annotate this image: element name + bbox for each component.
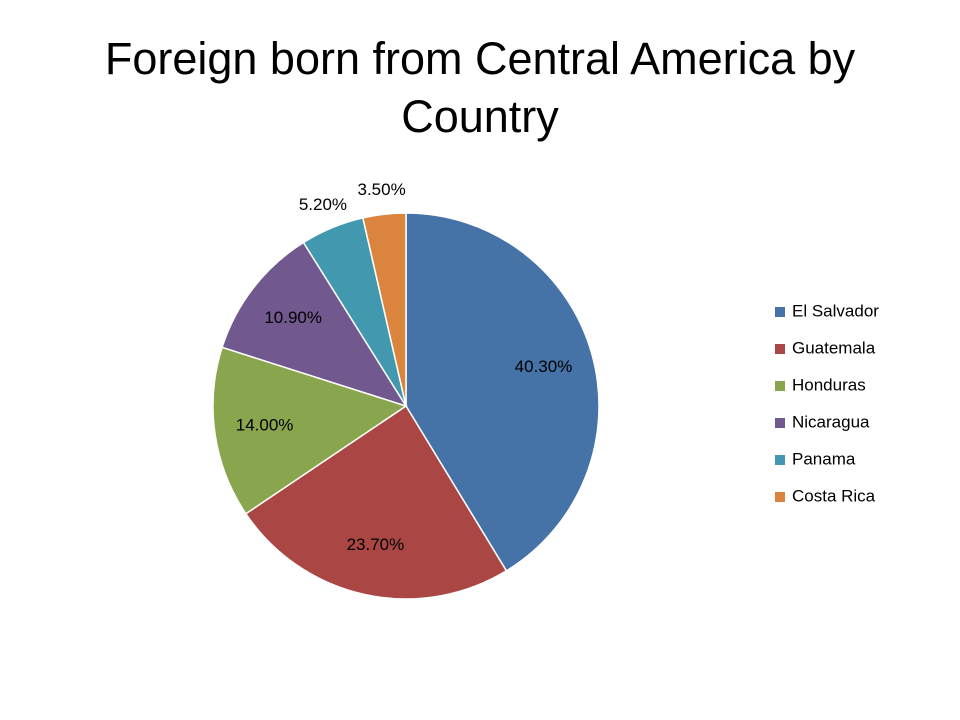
data-label: 23.70% [347, 535, 405, 554]
data-label: 14.00% [236, 416, 294, 435]
pie-slice [221, 241, 408, 408]
legend-label: Guatemala [792, 338, 876, 357]
pie-slice [361, 212, 407, 407]
pie-slice [212, 346, 408, 515]
legend-swatch [775, 418, 785, 428]
chart-title: Foreign born from Central America by Cou… [104, 33, 856, 142]
data-label: 3.50% [358, 180, 406, 199]
pie-slice [405, 212, 600, 572]
legend-label: Costa Rica [792, 486, 876, 505]
data-label: 10.90% [264, 308, 322, 327]
legend-label: Nicaragua [792, 412, 870, 431]
legend-swatch [775, 344, 785, 354]
legend-swatch [775, 307, 785, 317]
legend-swatch [775, 492, 785, 502]
data-label: 5.20% [299, 195, 347, 214]
pie-slice [244, 404, 508, 600]
data-label: 40.30% [515, 357, 573, 376]
legend-label: Honduras [792, 375, 866, 394]
legend-swatch [775, 381, 785, 391]
legend-swatch [775, 455, 785, 465]
legend-label: El Salvador [792, 301, 879, 320]
legend-label: Panama [792, 449, 856, 468]
